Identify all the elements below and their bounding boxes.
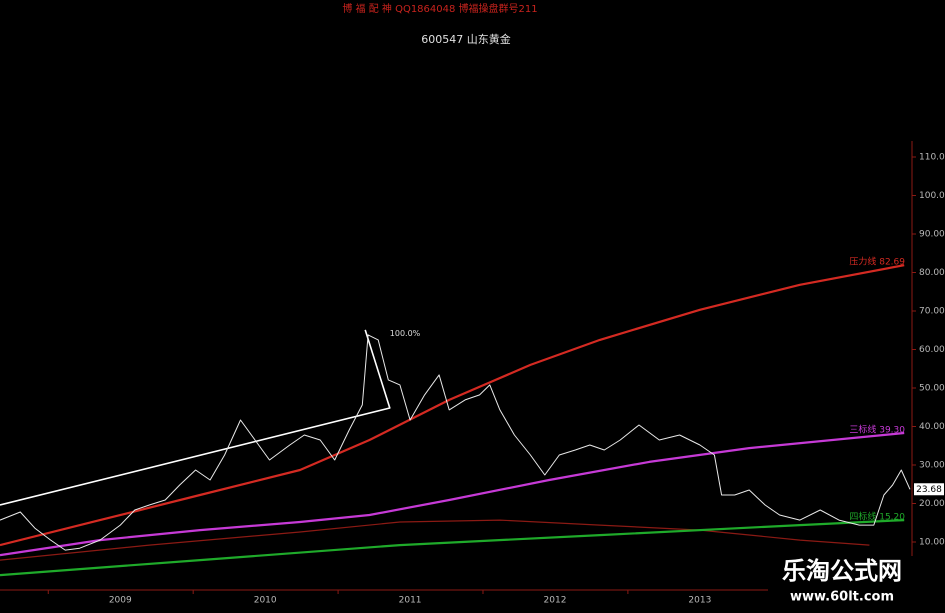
watermark-bg (768, 556, 945, 609)
series-line (0, 431, 905, 557)
y-tick-label: 10.00 (919, 538, 945, 548)
line-label: 三标线 39.30 (849, 424, 905, 436)
watermark-title: 乐淘公式网 (782, 557, 902, 585)
series-line (0, 264, 905, 547)
header: 博 福 配 神 QQ1864048 博福操盘群号211 (342, 2, 537, 15)
x-tick-label: 2012 (544, 596, 567, 606)
line-label: 压力线 82.69 (849, 256, 905, 268)
y-tick-label: 40.00 (919, 422, 945, 432)
y-tick-label: 70.00 (919, 307, 945, 317)
line-label: 四标线 15.20 (849, 511, 905, 523)
price-tag: 23.68 (916, 485, 942, 495)
x-tick-label: 2010 (254, 596, 277, 606)
y-tick-label: 20.00 (919, 499, 945, 509)
x-tick-label: 2009 (109, 596, 132, 606)
chart-title: 600547 山东黄金 (421, 32, 511, 46)
price-tag-box (914, 483, 944, 496)
series-line (0, 519, 870, 561)
y-tick-label: 60.00 (919, 345, 945, 355)
annotation: 100.0% (390, 329, 421, 338)
y-tick-label: 90.00 (919, 230, 945, 240)
y-tick-label: 110.00 (919, 153, 945, 163)
x-tick-label: 2011 (399, 596, 422, 606)
y-tick-label: 30.00 (919, 461, 945, 471)
y-tick-label: 100.00 (919, 191, 945, 201)
y-tick-label: 50.00 (919, 384, 945, 394)
series-line (0, 519, 905, 577)
watermark-url: www.60lt.com (790, 590, 894, 605)
x-tick-label: 2013 (688, 596, 711, 606)
series-line (0, 334, 911, 551)
y-tick-label: 80.00 (919, 268, 945, 278)
